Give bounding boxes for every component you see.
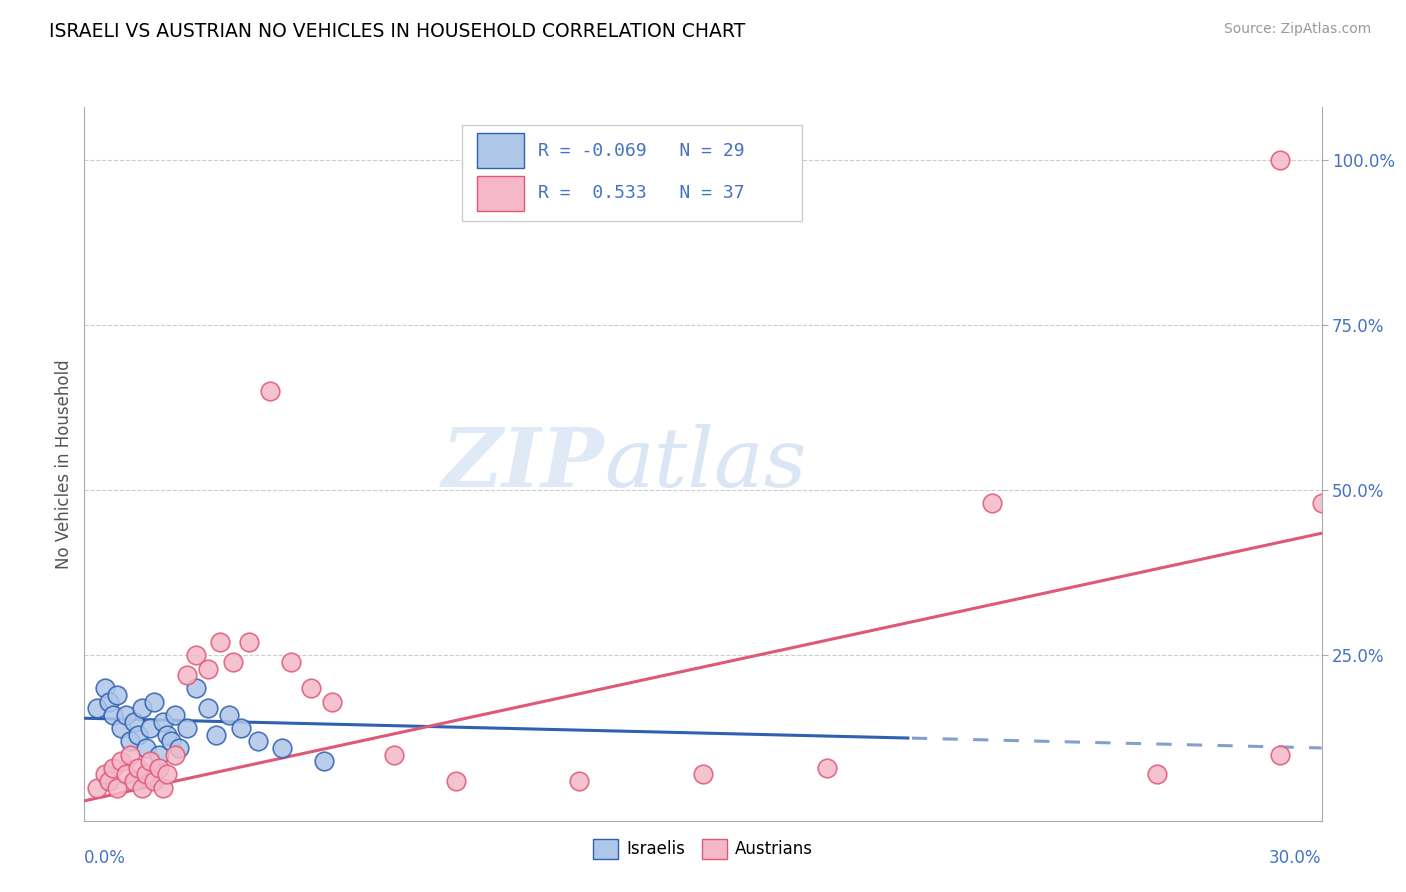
- Point: [152, 714, 174, 729]
- Point: [135, 741, 157, 756]
- Point: [131, 701, 153, 715]
- Point: [103, 761, 125, 775]
- Point: [143, 695, 166, 709]
- Text: R =  0.533   N = 37: R = 0.533 N = 37: [538, 185, 745, 202]
- Point: [222, 655, 245, 669]
- Point: [815, 761, 838, 775]
- Point: [980, 496, 1002, 510]
- Point: [152, 780, 174, 795]
- Point: [568, 774, 591, 789]
- Point: [312, 754, 335, 768]
- Text: R = -0.069   N = 29: R = -0.069 N = 29: [538, 142, 745, 160]
- Point: [135, 767, 157, 781]
- Point: [692, 767, 714, 781]
- Point: [1270, 153, 1292, 167]
- Point: [229, 721, 252, 735]
- Point: [110, 754, 132, 768]
- Point: [118, 747, 141, 762]
- Point: [176, 668, 198, 682]
- Point: [271, 741, 294, 756]
- Point: [94, 681, 117, 696]
- Point: [127, 761, 149, 775]
- Point: [246, 734, 269, 748]
- FancyBboxPatch shape: [477, 134, 523, 168]
- Point: [105, 780, 128, 795]
- Point: [122, 774, 145, 789]
- Point: [197, 662, 219, 676]
- Point: [110, 721, 132, 735]
- Point: [114, 707, 136, 722]
- Point: [98, 774, 121, 789]
- FancyBboxPatch shape: [461, 125, 801, 221]
- Text: 0.0%: 0.0%: [84, 849, 127, 867]
- Point: [197, 701, 219, 715]
- Text: ISRAELI VS AUSTRIAN NO VEHICLES IN HOUSEHOLD CORRELATION CHART: ISRAELI VS AUSTRIAN NO VEHICLES IN HOUSE…: [49, 22, 745, 41]
- Point: [98, 695, 121, 709]
- Point: [127, 728, 149, 742]
- Point: [103, 707, 125, 722]
- Point: [184, 681, 207, 696]
- Text: 30.0%: 30.0%: [1270, 849, 1322, 867]
- Point: [218, 707, 240, 722]
- Point: [382, 747, 405, 762]
- Point: [238, 635, 260, 649]
- Point: [94, 767, 117, 781]
- Legend: Israelis, Austrians: Israelis, Austrians: [586, 832, 820, 866]
- Text: atlas: atlas: [605, 424, 807, 504]
- Point: [259, 384, 281, 399]
- Point: [1146, 767, 1168, 781]
- Point: [156, 767, 179, 781]
- Point: [139, 754, 162, 768]
- Point: [86, 701, 108, 715]
- Point: [105, 688, 128, 702]
- Point: [143, 774, 166, 789]
- Point: [148, 747, 170, 762]
- Point: [321, 695, 343, 709]
- Point: [139, 721, 162, 735]
- Text: ZIP: ZIP: [441, 424, 605, 504]
- FancyBboxPatch shape: [477, 177, 523, 211]
- Point: [165, 707, 187, 722]
- Point: [176, 721, 198, 735]
- Point: [148, 761, 170, 775]
- Point: [86, 780, 108, 795]
- Point: [167, 741, 190, 756]
- Point: [184, 648, 207, 663]
- Point: [156, 728, 179, 742]
- Point: [299, 681, 322, 696]
- Point: [165, 747, 187, 762]
- Point: [280, 655, 302, 669]
- Point: [444, 774, 467, 789]
- Point: [131, 780, 153, 795]
- Point: [209, 635, 232, 649]
- Point: [205, 728, 228, 742]
- Point: [160, 734, 183, 748]
- Point: [1310, 496, 1333, 510]
- Point: [1270, 747, 1292, 762]
- Point: [122, 714, 145, 729]
- Point: [114, 767, 136, 781]
- Point: [118, 734, 141, 748]
- Text: Source: ZipAtlas.com: Source: ZipAtlas.com: [1223, 22, 1371, 37]
- Y-axis label: No Vehicles in Household: No Vehicles in Household: [55, 359, 73, 569]
